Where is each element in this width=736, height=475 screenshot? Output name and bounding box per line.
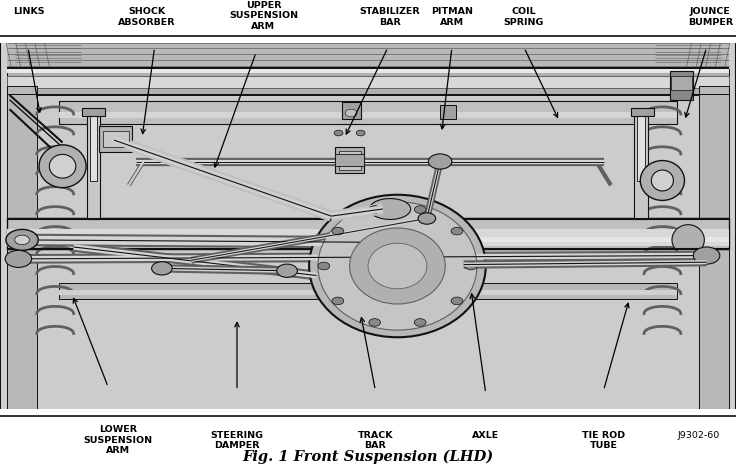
Ellipse shape [49, 154, 76, 178]
Bar [7, 69, 729, 73]
Ellipse shape [640, 161, 684, 200]
Ellipse shape [369, 319, 381, 326]
Text: TRACK
BAR: TRACK BAR [358, 431, 393, 450]
Bar [0, 0, 736, 43]
Ellipse shape [451, 297, 463, 304]
Bar [87, 114, 100, 218]
Bar [670, 71, 693, 100]
Bar [7, 218, 729, 249]
Ellipse shape [309, 195, 486, 337]
Ellipse shape [369, 206, 381, 213]
Ellipse shape [414, 206, 426, 213]
Bar [59, 283, 677, 299]
Text: LOWER
SUSPENSION
ARM: LOWER SUSPENSION ARM [83, 425, 152, 455]
Ellipse shape [318, 202, 477, 330]
Bar [7, 39, 729, 66]
Bar [59, 112, 677, 118]
Bar [7, 69, 729, 95]
Ellipse shape [672, 225, 704, 255]
Ellipse shape [318, 262, 330, 270]
Text: AXLE: AXLE [472, 431, 500, 440]
Bar [339, 151, 361, 170]
Bar [335, 154, 364, 166]
Ellipse shape [6, 229, 38, 250]
Ellipse shape [428, 154, 452, 169]
Bar [634, 114, 648, 218]
Ellipse shape [39, 145, 86, 188]
Ellipse shape [350, 228, 445, 304]
Text: COIL
SPRING: COIL SPRING [504, 7, 544, 27]
Bar [7, 229, 729, 246]
Bar [335, 147, 364, 173]
Bar [342, 102, 361, 119]
Text: PITMAN
ARM: PITMAN ARM [431, 7, 473, 27]
Bar [59, 101, 677, 124]
Ellipse shape [5, 250, 32, 267]
Text: STABILIZER
BAR: STABILIZER BAR [360, 7, 420, 27]
Ellipse shape [465, 262, 477, 270]
Bar [90, 114, 97, 180]
Text: UPPER
SUSPENSION
ARM: UPPER SUSPENSION ARM [229, 1, 298, 31]
Bar [0, 36, 736, 418]
Ellipse shape [152, 262, 172, 275]
Bar [7, 94, 729, 95]
Ellipse shape [418, 213, 436, 224]
Ellipse shape [451, 228, 463, 235]
Ellipse shape [368, 243, 427, 289]
Bar [7, 37, 729, 43]
Bar [699, 86, 729, 413]
Text: LINKS: LINKS [13, 7, 45, 16]
Bar [7, 76, 729, 88]
Bar [7, 66, 729, 69]
Text: STEERING
DAMPER: STEERING DAMPER [210, 431, 263, 450]
Ellipse shape [369, 199, 411, 219]
Ellipse shape [693, 247, 720, 264]
Bar [339, 154, 361, 169]
Text: TIE ROD
TUBE: TIE ROD TUBE [582, 431, 625, 450]
Bar [59, 290, 677, 295]
Ellipse shape [332, 297, 344, 304]
Ellipse shape [15, 235, 29, 245]
Bar [0, 408, 736, 475]
Bar [7, 237, 729, 242]
Ellipse shape [356, 130, 365, 136]
Ellipse shape [414, 319, 426, 326]
Bar [440, 105, 456, 119]
Bar [82, 108, 105, 116]
Ellipse shape [345, 109, 357, 117]
Text: SHOCK
ABSORBER: SHOCK ABSORBER [118, 7, 176, 27]
Bar [631, 108, 654, 116]
Ellipse shape [651, 170, 673, 191]
Bar [7, 43, 729, 413]
Ellipse shape [332, 228, 344, 235]
Bar [99, 126, 132, 152]
Ellipse shape [342, 157, 357, 166]
Bar [7, 86, 37, 413]
Text: J9302-60: J9302-60 [678, 431, 720, 440]
Bar [103, 131, 129, 147]
Bar [671, 76, 692, 90]
Text: JOUNCE
BUMPER: JOUNCE BUMPER [687, 7, 733, 27]
Bar [637, 114, 645, 180]
Ellipse shape [277, 264, 297, 277]
Text: Fig. 1 Front Suspension (LHD): Fig. 1 Front Suspension (LHD) [242, 450, 494, 464]
Ellipse shape [334, 130, 343, 136]
